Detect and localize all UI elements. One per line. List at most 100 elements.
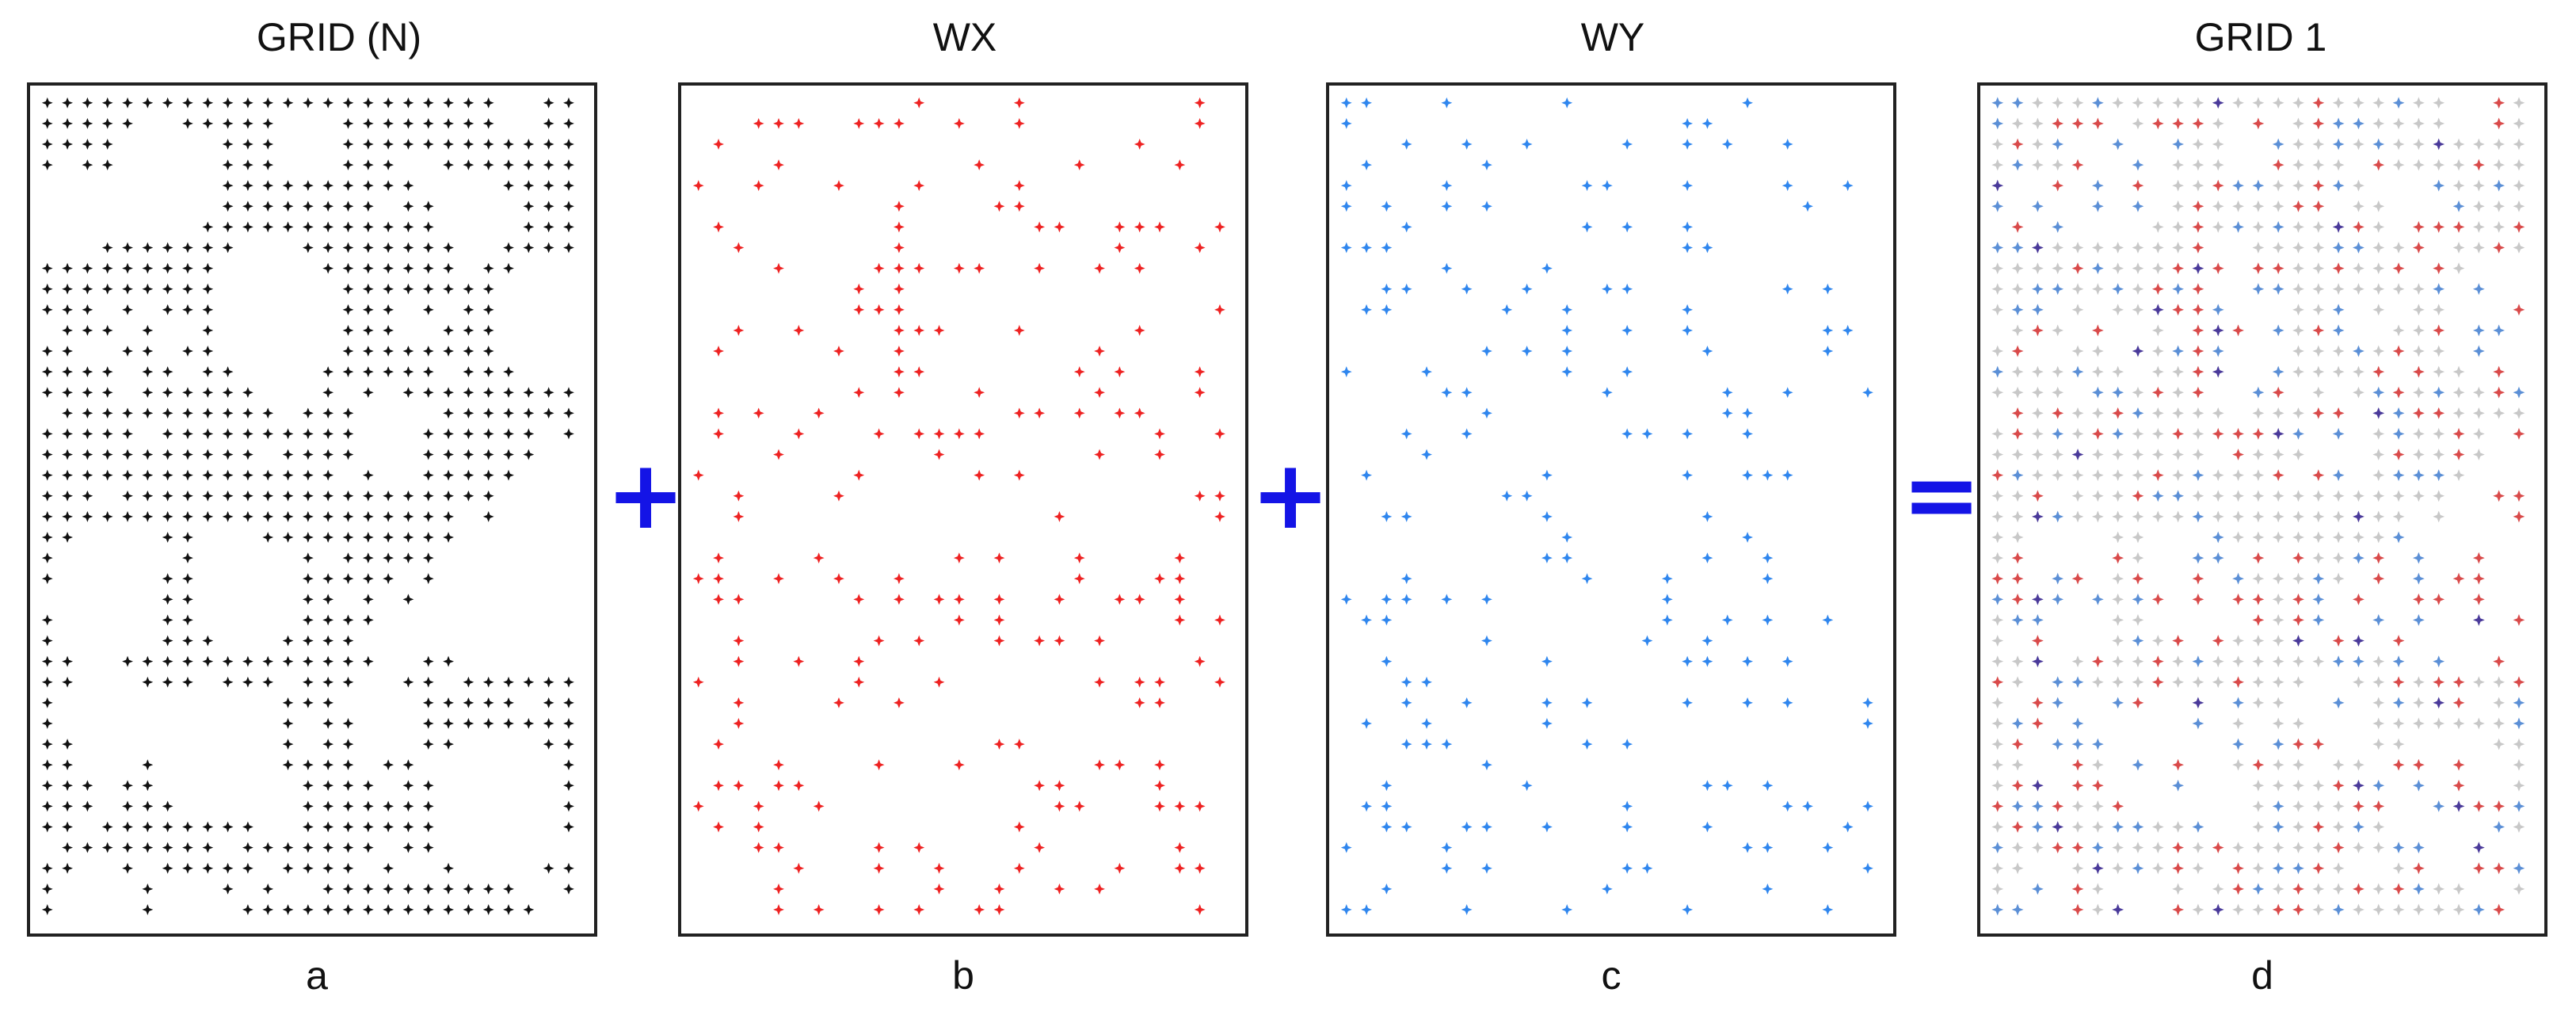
grid-1-point <box>2272 738 2284 750</box>
grid-point <box>142 904 154 915</box>
grid-point <box>282 428 294 440</box>
grid-1-point <box>2412 365 2425 378</box>
grid-1-point <box>2433 386 2445 399</box>
wy-point <box>1561 366 1573 378</box>
grid-point <box>122 117 133 129</box>
wy-point <box>1601 387 1613 399</box>
grid-point <box>322 366 334 378</box>
wy-point <box>1521 346 1533 357</box>
grid-point <box>563 221 574 233</box>
grid-point <box>383 883 394 895</box>
grid-point <box>383 242 394 254</box>
grid-1-point <box>2212 138 2224 151</box>
grid-point <box>463 676 474 688</box>
grid-point <box>62 97 73 109</box>
grid-1-point <box>2151 510 2164 523</box>
grid-point <box>362 387 374 399</box>
grid-point <box>242 97 253 109</box>
grid-point <box>262 883 274 895</box>
grid-point <box>443 159 454 171</box>
grid-1-point <box>2392 758 2405 771</box>
grid-point <box>422 532 434 543</box>
grid-1-point <box>2372 903 2385 916</box>
grid-1-point <box>2091 842 2104 854</box>
grid-1-point <box>2052 97 2064 109</box>
grid-1-point <box>2332 758 2345 771</box>
wy-point <box>1381 655 1393 667</box>
grid-1-point <box>2452 386 2465 399</box>
grid-1-point <box>2412 158 2425 171</box>
grid-1-point <box>2392 407 2405 419</box>
grid-1-point <box>2151 386 2164 399</box>
grid-point <box>162 594 173 605</box>
grid-1-point <box>2372 138 2385 151</box>
grid-1-point <box>2493 158 2506 171</box>
grid-1-point <box>2452 428 2465 440</box>
grid-1-point <box>2472 552 2485 564</box>
grid-1-point <box>2272 283 2284 296</box>
grid-point <box>322 655 334 667</box>
grid-point <box>162 407 173 419</box>
grid-point <box>122 655 133 667</box>
grid-point <box>422 676 434 688</box>
grid-1-point <box>2232 179 2244 192</box>
grid-point <box>402 97 414 109</box>
grid-point <box>422 139 434 150</box>
grid-point <box>322 510 334 522</box>
panel-d-title: GRID 1 <box>2194 15 2327 59</box>
grid-1-point <box>2172 428 2185 440</box>
grid-1-point <box>2172 842 2185 854</box>
grid-point <box>443 139 454 150</box>
grid-point <box>422 346 434 357</box>
grid-point <box>122 346 133 357</box>
grid-1-point <box>2172 862 2185 875</box>
grid-1-point <box>2372 283 2385 296</box>
grid-point <box>342 346 354 357</box>
grid-point <box>282 200 294 212</box>
grid-1-point <box>2132 449 2144 460</box>
wx-point <box>993 883 1005 895</box>
wy-point <box>1742 532 1753 543</box>
grid-1-point <box>2132 758 2144 771</box>
grid-point <box>402 262 414 274</box>
grid-1-point <box>2052 449 2064 460</box>
grid-point <box>82 283 93 295</box>
wx-point <box>853 594 865 605</box>
grid-1-point <box>2031 821 2044 833</box>
grid-1-point <box>2292 510 2304 523</box>
grid-point <box>162 469 173 481</box>
wy-point <box>1601 883 1613 895</box>
wx-point <box>1034 262 1046 274</box>
wx-point <box>773 573 784 585</box>
wx-point <box>1194 800 1206 812</box>
grid-1-point <box>2112 572 2124 585</box>
grid-point <box>383 366 394 378</box>
grid-point <box>342 759 354 771</box>
wy-point <box>1621 739 1633 750</box>
wy-point <box>1400 283 1412 295</box>
grid-1-point <box>2112 552 2124 564</box>
grid-1-point <box>1991 283 2004 296</box>
wx-point <box>873 117 885 129</box>
wy-point <box>1581 697 1593 708</box>
grid-1-point <box>2272 510 2284 523</box>
grid-point <box>523 387 535 399</box>
grid-1-point <box>2272 717 2284 730</box>
grid-1-point <box>2513 717 2525 730</box>
grid-1-point <box>2252 117 2265 130</box>
grid-1-point <box>2252 449 2265 460</box>
grid-1-point <box>2112 903 2124 916</box>
grid-point <box>523 242 535 254</box>
grid-point <box>322 428 334 440</box>
grid-1-point <box>2212 531 2224 544</box>
grid-1-point <box>2011 779 2024 792</box>
grid-point <box>242 117 253 129</box>
wx-point <box>974 428 985 440</box>
grid-point <box>443 262 454 274</box>
grid-point <box>302 407 314 419</box>
grid-1-point <box>2392 345 2405 357</box>
grid-1-point <box>2493 738 2506 750</box>
grid-1-point <box>2071 117 2084 130</box>
grid-point <box>41 97 53 109</box>
grid-1-point <box>2071 738 2084 750</box>
